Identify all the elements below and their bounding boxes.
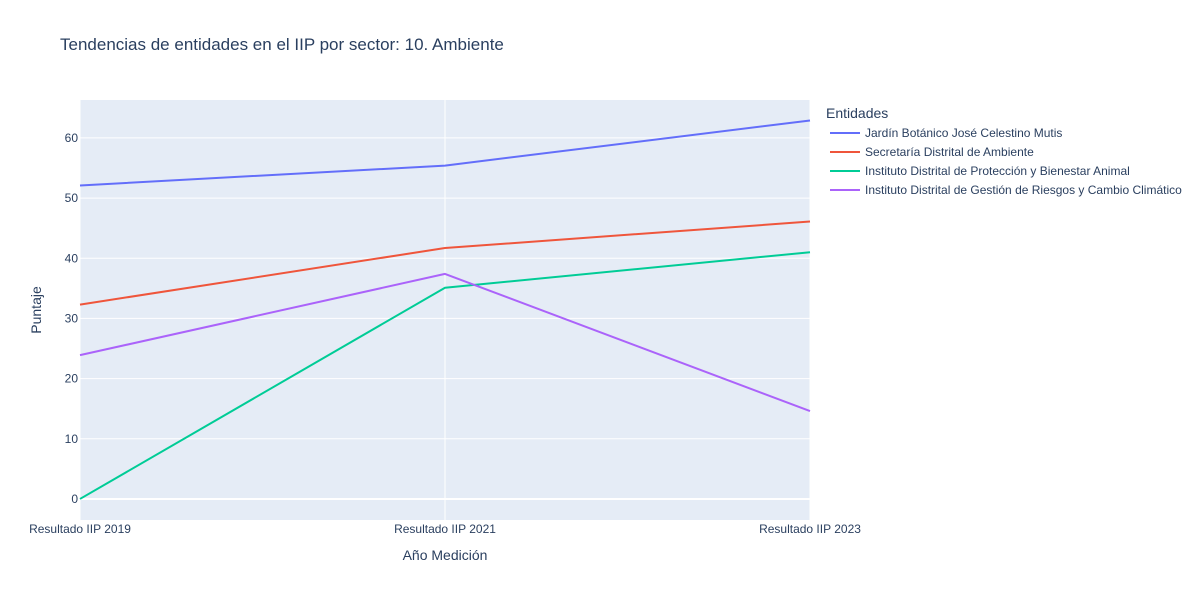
x-tick-label: Resultado IIP 2021	[394, 522, 496, 536]
gridlines	[79, 100, 811, 520]
y-tick-label: 50	[65, 191, 79, 205]
y-axis-ticks: 0 10 20 30 40 50 60	[65, 131, 79, 506]
series-line	[79, 119, 811, 187]
legend-label: Instituto Distrital de Protección y Bien…	[865, 164, 1130, 178]
y-tick-label: 0	[71, 492, 78, 506]
x-axis-ticks: Resultado IIP 2019 Resultado IIP 2021 Resu…	[29, 522, 861, 536]
y-tick-label: 30	[65, 311, 79, 325]
legend-item[interactable]: Secretaría Distrital de Ambiente	[830, 145, 1034, 159]
y-tick-label: 10	[65, 432, 79, 446]
legend-label: Jardín Botánico José Celestino Mutis	[865, 126, 1062, 140]
legend: Entidades Jardín Botánico José Celestino…	[826, 105, 1182, 197]
y-tick-label: 60	[65, 131, 79, 145]
x-tick-label: Resultado IIP 2019	[29, 522, 131, 536]
series-lines	[79, 119, 811, 500]
y-tick-label: 40	[65, 251, 79, 265]
legend-title: Entidades	[826, 105, 888, 121]
x-tick-label: Resultado IIP 2023	[759, 522, 861, 536]
legend-items: Jardín Botánico José Celestino Mutis Secr…	[830, 126, 1182, 197]
y-tick-label: 20	[65, 372, 79, 386]
legend-item[interactable]: Instituto Distrital de Protección y Bien…	[830, 164, 1130, 178]
series-line	[79, 272, 811, 413]
legend-label: Instituto Distrital de Gestión de Riesgo…	[865, 183, 1182, 197]
series-line	[79, 251, 811, 500]
x-axis-title: Año Medición	[403, 547, 488, 563]
legend-item[interactable]: Instituto Distrital de Gestión de Riesgo…	[830, 183, 1182, 197]
legend-item[interactable]: Jardín Botánico José Celestino Mutis	[830, 126, 1062, 140]
legend-label: Secretaría Distrital de Ambiente	[865, 145, 1034, 159]
chart-title: Tendencias de entidades en el IIP por se…	[60, 35, 504, 54]
y-axis-title: Puntaje	[28, 286, 44, 334]
series-line	[79, 220, 811, 306]
